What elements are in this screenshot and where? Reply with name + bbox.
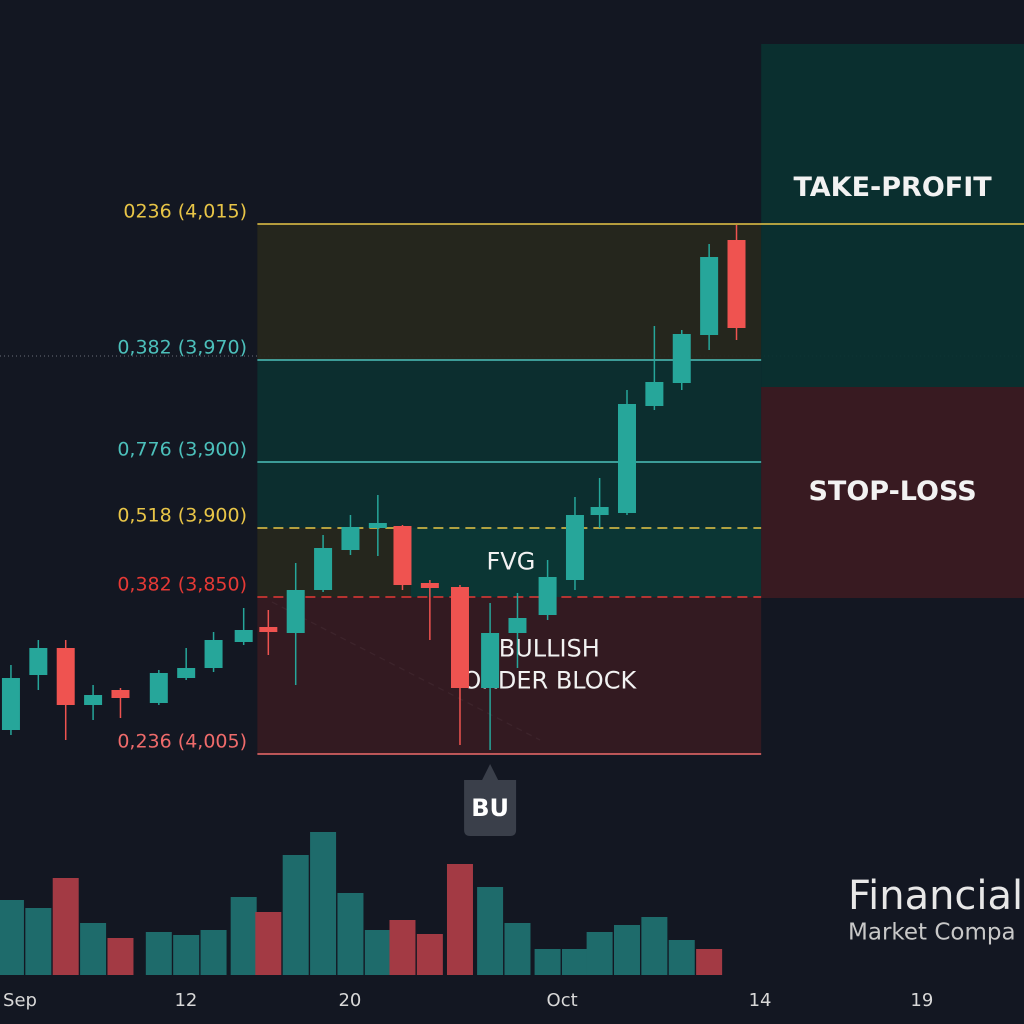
- level-label: 0,382 (3,970): [117, 337, 247, 359]
- volume-bar: [282, 855, 309, 975]
- volume-bar: [80, 923, 107, 975]
- volume-bar: [534, 949, 561, 975]
- watermark-title: Financial: [848, 873, 1023, 919]
- candle-body: [393, 526, 412, 585]
- candle-body: [84, 695, 103, 705]
- level-label: 0,776 (3,900): [117, 439, 247, 461]
- volume-bar: [668, 940, 695, 975]
- zone: [257, 528, 411, 597]
- volume-bar: [25, 908, 52, 975]
- volume-bar: [173, 935, 200, 975]
- candle-body: [368, 523, 387, 528]
- volume-bar: [416, 934, 443, 975]
- volume-bar: [613, 925, 640, 975]
- volume-bar: [477, 887, 504, 975]
- volume-bar: [337, 893, 364, 975]
- x-tick-label: 20: [338, 990, 361, 1011]
- candle-body: [565, 515, 584, 580]
- level-label: 0236 (4,015): [123, 201, 247, 223]
- candle-body: [590, 507, 609, 515]
- volume-bar: [145, 932, 172, 975]
- volume-bar: [364, 930, 391, 975]
- candle-body: [420, 583, 439, 588]
- volume-bar: [255, 912, 282, 975]
- candle-body: [177, 668, 196, 678]
- zone: [761, 44, 1024, 387]
- candle-body: [672, 334, 691, 383]
- level-label: 0,382 (3,850): [117, 574, 247, 596]
- zone: [410, 528, 762, 597]
- volume-bar: [52, 878, 79, 975]
- candle-body: [149, 673, 168, 703]
- volume-bar: [696, 949, 723, 975]
- volume-bar: [504, 923, 531, 975]
- candle-body: [508, 618, 527, 633]
- candle-body: [617, 404, 636, 513]
- candle-body: [259, 627, 278, 632]
- candle-body: [286, 590, 305, 633]
- candle-body: [56, 648, 75, 705]
- candle-body: [1, 678, 20, 730]
- volume-bar: [641, 917, 668, 975]
- volume-bar: [310, 832, 337, 975]
- x-tick-label: Sep: [3, 990, 37, 1011]
- candle-body: [29, 648, 48, 675]
- marker-label: BU: [471, 794, 509, 822]
- x-tick-label: 12: [174, 990, 197, 1011]
- candle-body: [204, 640, 223, 668]
- zone-label: FVG: [487, 548, 536, 576]
- zone: [761, 387, 1024, 598]
- candle-body: [700, 257, 719, 335]
- volume-bar: [0, 900, 24, 975]
- level-label: 0,236 (4,005): [117, 731, 247, 753]
- x-tick-label: 19: [910, 990, 933, 1011]
- volume-bar: [107, 938, 134, 975]
- watermark-subtitle: Market Compa: [848, 920, 1016, 946]
- candle-body: [450, 587, 469, 688]
- marker-badge: [464, 764, 517, 836]
- candle-body: [481, 633, 500, 688]
- candle-body: [538, 577, 557, 615]
- candle-body: [314, 548, 333, 590]
- x-tick-label: 14: [749, 990, 772, 1011]
- volume-bar: [446, 864, 473, 975]
- candle-body: [111, 690, 130, 698]
- volume-bar: [200, 930, 227, 975]
- level-label: 0,518 (3,900): [117, 505, 247, 527]
- volume-bar: [586, 932, 613, 975]
- x-tick-label: Oct: [547, 990, 578, 1011]
- zone: [257, 360, 762, 528]
- volume-bar: [561, 949, 588, 975]
- zone-label: TAKE-PROFIT: [793, 172, 992, 203]
- zone-label: STOP-LOSS: [808, 476, 976, 507]
- candle-body: [645, 382, 664, 406]
- volume-bar: [389, 920, 416, 975]
- zone-label: BULLISH: [499, 635, 600, 663]
- candle-body: [234, 630, 253, 642]
- candle-body: [341, 527, 360, 550]
- volume-bar: [230, 897, 257, 975]
- candle-body: [727, 240, 746, 328]
